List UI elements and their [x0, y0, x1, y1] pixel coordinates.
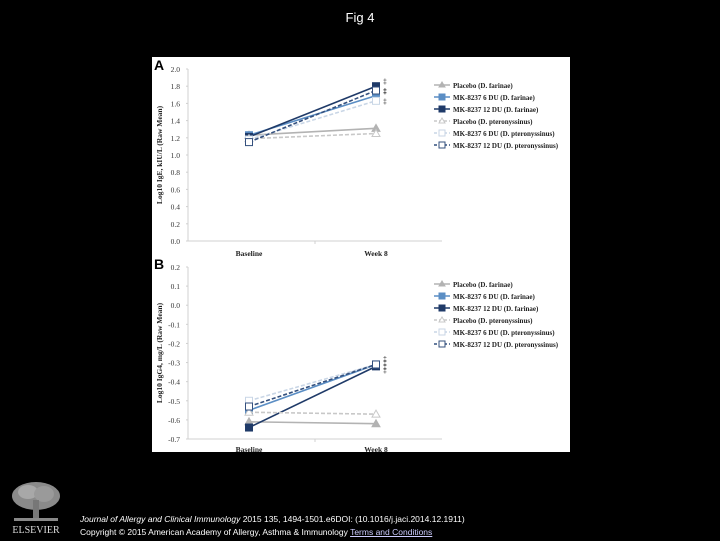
significance-marker: ‡ [383, 368, 387, 375]
y-axis-label: Log10 IgG4, mg/L (Raw Mean) [155, 302, 164, 403]
panel-label: B [154, 256, 164, 272]
y-tick-label: 1.8 [171, 82, 181, 91]
y-tick-label: 1.6 [171, 99, 181, 108]
data-point-triangle [244, 407, 254, 416]
x-tick-label: Week 8 [364, 249, 388, 258]
legend-item: MK-8237 6 DU (D. farinae) [453, 293, 536, 301]
legend-item: MK-8237 12 DU (D. pteronyssinus) [453, 341, 559, 349]
y-tick-label: -0.2 [168, 339, 180, 348]
x-tick-label: Week 8 [364, 445, 388, 452]
y-tick-label: 0.8 [171, 168, 181, 177]
panel-label: A [154, 57, 164, 73]
figure-title: Fig 4 [345, 10, 375, 25]
citation-footer: Journal of Allergy and Clinical Immunolo… [80, 513, 465, 539]
legend-item: MK-8237 12 DU (D. farinae) [453, 305, 539, 313]
journal-name: Journal of Allergy and Clinical Immunolo… [80, 514, 241, 524]
citation-details: 2015 135, 1494-1501.e6DOI: (10.1016/j.ja… [240, 514, 465, 524]
y-tick-label: 0.4 [171, 203, 181, 212]
y-tick-label: -0.1 [168, 320, 180, 329]
data-point-triangle [371, 418, 381, 428]
legend-item: Placebo (D. pteronyssinus) [453, 317, 533, 325]
legend-item: Placebo (D. farinae) [453, 82, 513, 90]
publisher-name: ELSEVIER [12, 525, 60, 536]
citation-line: Journal of Allergy and Clinical Immunolo… [80, 513, 465, 526]
tree-icon [12, 482, 60, 521]
legend-item: MK-8237 12 DU (D. farinae) [453, 106, 539, 114]
legend-item: MK-8237 6 DU (D. pteronyssinus) [453, 329, 555, 337]
legend-item: MK-8237 6 DU (D. pteronyssinus) [453, 130, 555, 138]
series-line [245, 362, 380, 432]
y-tick-label: -0.7 [168, 435, 180, 444]
y-tick-label: 0.2 [171, 220, 181, 229]
series-line [244, 407, 381, 418]
significance-marker: ‡ [383, 99, 387, 106]
y-tick-label: 1.0 [171, 151, 181, 160]
data-point-square [245, 138, 253, 147]
y-tick-label: -0.3 [168, 359, 180, 368]
panel-a: A 2.0 1.8 1.6 1.4 1.2 1.0 0.8 0.6 0.4 0.2 0.0 Log10 … [154, 57, 559, 258]
significance-marker: ‡ [383, 357, 387, 364]
x-tick-label: Baseline [236, 249, 263, 258]
significance-marker: ‡ [383, 361, 387, 368]
significance-marker: ‡ [383, 79, 387, 86]
y-axis-label: Log10 IgE, kIU/L (Raw Mean) [155, 105, 164, 204]
data-point-square [372, 86, 380, 95]
y-tick-label: -0.5 [168, 397, 180, 406]
series-line [245, 86, 380, 147]
significance-marker: ‡ [383, 89, 387, 96]
data-point-square [245, 423, 253, 432]
data-point-triangle [371, 409, 381, 418]
legend: Placebo (D. farinae) MK-8237 6 DU (D. far… [434, 81, 559, 150]
copyright-text: Copyright © 2015 American Academy of All… [80, 527, 348, 537]
data-point-square [372, 360, 380, 369]
elsevier-logo: ELSEVIER [6, 478, 66, 536]
y-tick-label: 0.2 [171, 263, 181, 272]
copyright-line: Copyright © 2015 American Academy of All… [80, 526, 465, 539]
y-tick-label: 0.6 [171, 185, 181, 194]
y-tick-label: 0.0 [171, 301, 181, 310]
y-tick-label: -0.6 [168, 416, 180, 425]
y-tick-label: 0.1 [171, 282, 181, 291]
legend-item: Placebo (D. pteronyssinus) [453, 118, 533, 126]
terms-link[interactable]: Terms and Conditions [350, 527, 433, 537]
panel-b: B 0.2 0.1 0.0 -0.1 -0.2 -0.3 -0.4 -0.5 -0.6 -0.7 Lo… [154, 256, 559, 452]
legend: Placebo (D. farinae) MK-8237 6 DU (D. far… [434, 280, 559, 349]
data-point-triangle [371, 128, 381, 137]
legend-item: Placebo (D. farinae) [453, 281, 513, 289]
significance-marker: ‡ [383, 364, 387, 371]
series-line [245, 360, 380, 411]
y-tick-label: -0.4 [168, 378, 180, 387]
y-tick-label: 0.0 [171, 237, 181, 246]
data-point-square [372, 96, 380, 105]
y-tick-label: 2.0 [171, 65, 181, 74]
y-tick-label: 1.4 [171, 117, 181, 126]
data-point-square [245, 402, 253, 411]
legend-item: MK-8237 12 DU (D. pteronyssinus) [453, 142, 559, 150]
figure-panel: A 2.0 1.8 1.6 1.4 1.2 1.0 0.8 0.6 0.4 0.2 0.0 Log10 … [152, 57, 570, 452]
line-chart: A 2.0 1.8 1.6 1.4 1.2 1.0 0.8 0.6 0.4 0.2 0.0 Log10 … [154, 57, 559, 452]
significance-marker: ‡ [383, 89, 387, 96]
x-tick-label: Baseline [236, 445, 263, 452]
legend-item: MK-8237 6 DU (D. farinae) [453, 94, 536, 102]
y-tick-label: 1.2 [171, 134, 181, 143]
